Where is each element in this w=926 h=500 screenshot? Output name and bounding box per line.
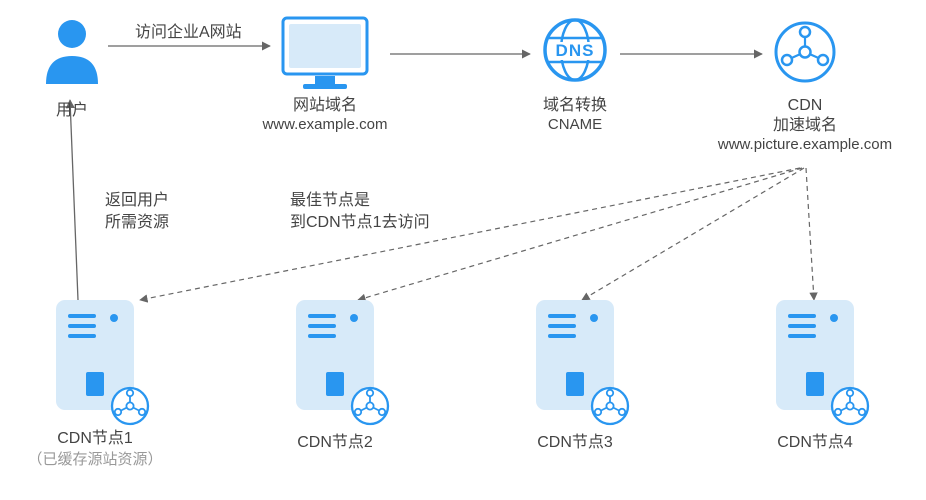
label-n4: CDN节点4 [755, 428, 875, 452]
label-n3: CDN节点3 [515, 428, 635, 452]
label-n2: CDN节点2 [275, 428, 395, 452]
label-dns: 域名转换CNAME [515, 96, 635, 135]
edge-cdn-n1 [140, 168, 800, 300]
svg-text:DNS: DNS [556, 41, 595, 60]
monitor-icon [283, 18, 367, 89]
edge-n1-user [70, 100, 78, 300]
edge-cdn-n4 [806, 168, 814, 300]
label-n1: CDN节点1（已缓存源站资源） [15, 428, 175, 470]
user-icon [46, 20, 98, 84]
edge-cdn-n2 [358, 168, 802, 300]
label-cdn: CDN加速域名www.picture.example.com [700, 96, 910, 155]
dns-icon: DNS [545, 20, 605, 80]
label-user: 用户 [22, 96, 122, 120]
server-node-2 [296, 300, 388, 424]
ann-best: 最佳节点是到CDN节点1去访问 [290, 190, 430, 233]
server-node-1 [56, 300, 148, 424]
cdn-icon [776, 23, 834, 81]
ann-return: 返回用户所需资源 [105, 190, 169, 233]
ann-visit: 访问企业A网站 [135, 18, 242, 42]
label-site: 网站域名www.example.com [245, 96, 405, 135]
server-node-4 [776, 300, 868, 424]
server-node-3 [536, 300, 628, 424]
edge-cdn-n3 [582, 168, 804, 300]
diagram-canvas: DNS [0, 0, 926, 500]
